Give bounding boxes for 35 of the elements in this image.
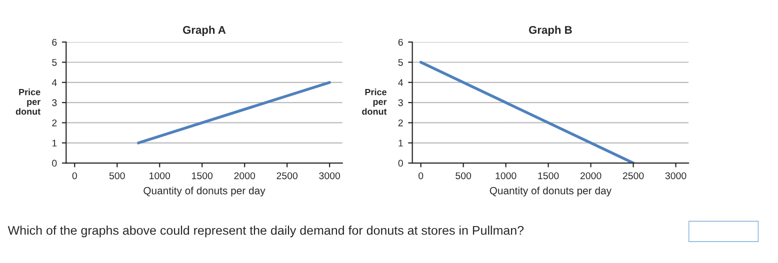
- x-tick-label: 500: [456, 172, 472, 180]
- x-tick-label: 3000: [665, 172, 686, 180]
- y-tick-label: 3: [398, 99, 403, 106]
- x-tick-label: 3000: [319, 172, 340, 180]
- y-axis-title: Price per donut: [362, 88, 387, 115]
- y-tick-label: 5: [52, 59, 57, 66]
- y-tick-label: 4: [52, 79, 57, 86]
- x-axis-title: Quantity of donuts per day: [490, 186, 612, 196]
- y-tick-label: 5: [398, 59, 403, 66]
- y-tick-label: 0: [398, 160, 403, 167]
- text: Which of the graphs above could represent the daily demand for donuts at stores in Pullman?: [8, 226, 524, 238]
- x-axis-title: Quantity of donuts per day: [144, 186, 266, 196]
- y-tick-label: 6: [52, 38, 57, 46]
- x-tick-label: 2500: [622, 172, 644, 180]
- x-tick-label: 500: [109, 172, 125, 180]
- x-tick-label: 1500: [538, 172, 559, 180]
- y-tick-label: 3: [52, 99, 57, 106]
- x-tick-label: 2000: [580, 172, 602, 180]
- x-tick-label: 0: [418, 172, 424, 180]
- y-tick-label: 4: [398, 79, 404, 86]
- x-tick-label: 2000: [234, 172, 256, 180]
- y-tick-label: 1: [52, 140, 57, 146]
- x-tick-label: 1500: [192, 172, 213, 180]
- chart-title: Graph A: [182, 26, 226, 36]
- y-tick-label: 2: [52, 119, 57, 126]
- y-tick-label: 2: [398, 119, 403, 126]
- y-tick-label: 0: [52, 160, 57, 167]
- x-tick-label: 0: [72, 172, 77, 180]
- x-tick-label: 2500: [276, 172, 298, 180]
- y-tick-label: 1: [398, 140, 403, 146]
- y-axis-title: Price per donut: [16, 88, 40, 115]
- x-tick-label: 1000: [150, 172, 170, 180]
- x-tick-label: 1000: [496, 172, 516, 180]
- chart-title: Graph B: [528, 26, 572, 36]
- y-tick-label: 6: [398, 38, 403, 46]
